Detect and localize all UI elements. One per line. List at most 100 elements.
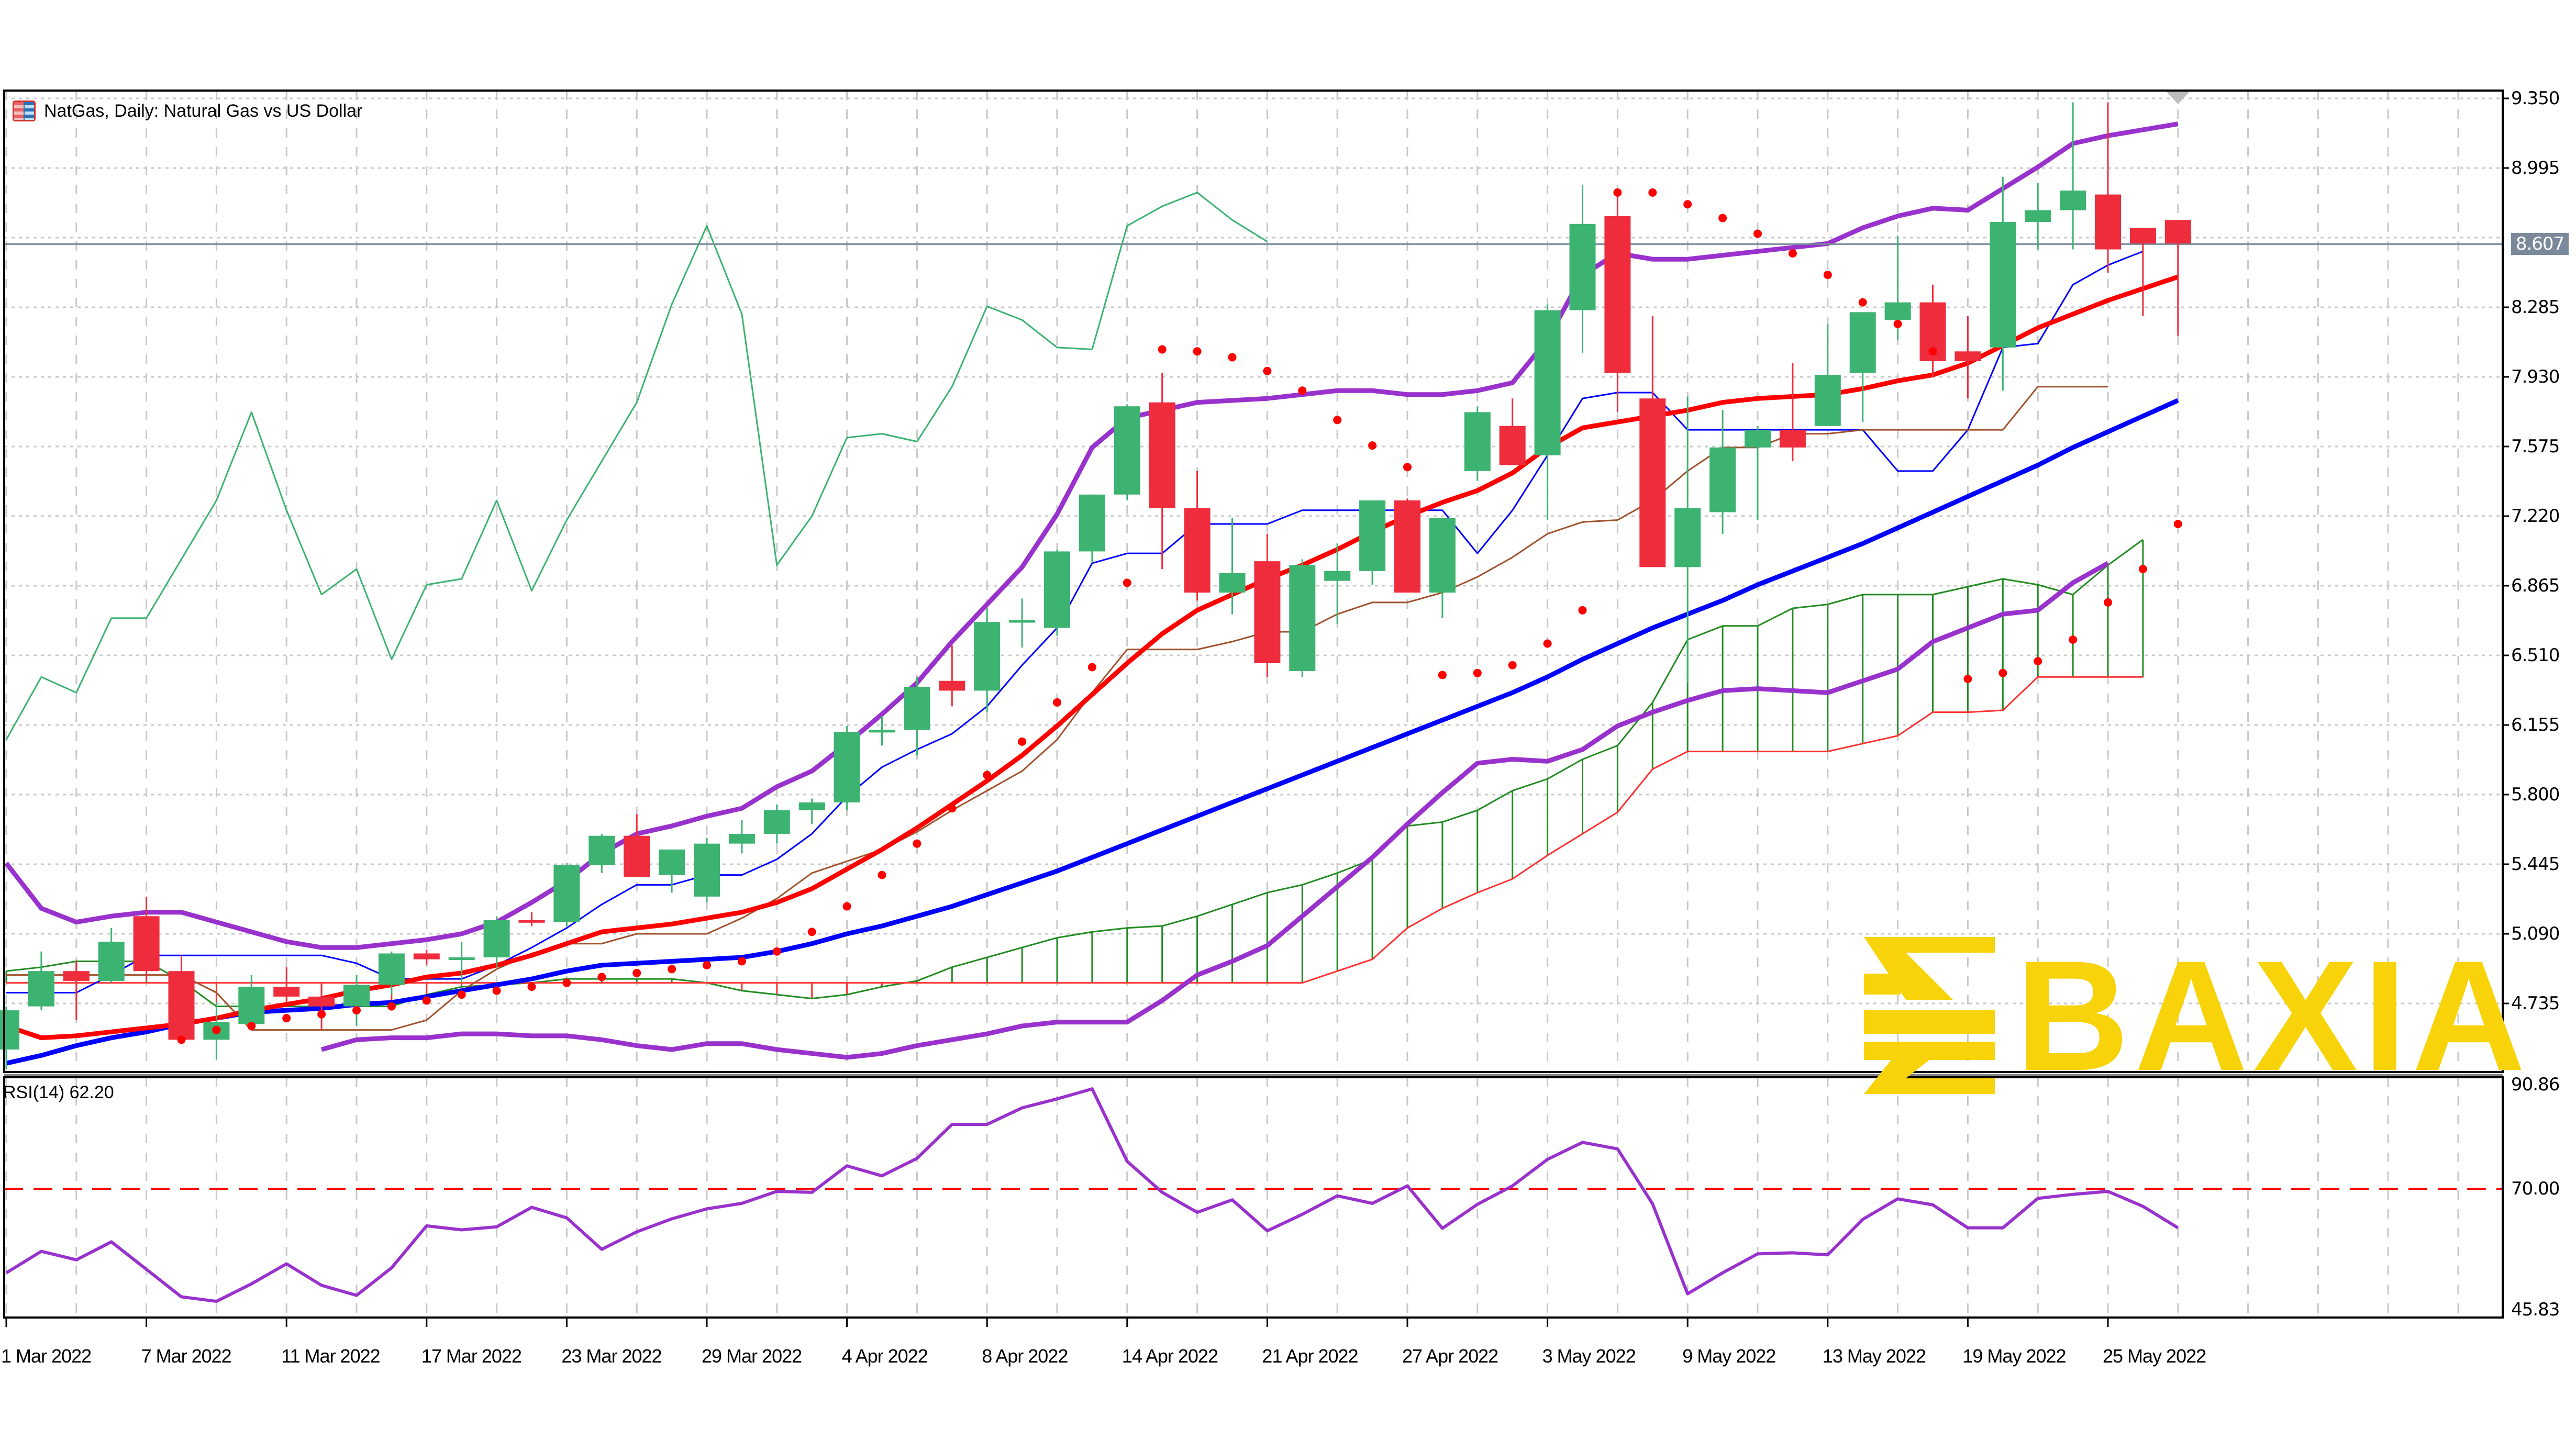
candle[interactable] [869, 716, 895, 746]
candle[interactable] [728, 820, 755, 854]
candle[interactable] [1464, 406, 1491, 481]
price-tick-label: 6.865 [2511, 575, 2560, 596]
candle[interactable] [763, 804, 790, 844]
price-tick-label: 7.220 [2511, 506, 2560, 527]
candle[interactable] [1114, 404, 1140, 501]
candle[interactable] [308, 985, 335, 1030]
candle[interactable] [1814, 323, 1841, 426]
candlesticks[interactable] [0, 102, 2191, 1069]
date-tick-label: 9 May 2022 [1682, 1345, 1776, 1367]
candle[interactable] [378, 951, 405, 995]
symbol-table-icon [13, 101, 36, 121]
date-tick-label: 23 Mar 2022 [561, 1345, 662, 1367]
candle[interactable] [1394, 498, 1420, 593]
candle[interactable] [273, 967, 300, 1001]
candle[interactable] [1604, 191, 1631, 412]
candle[interactable] [1254, 533, 1281, 677]
price-tick-label: 6.155 [2511, 715, 2560, 735]
rsi-indicator-label: RSI(14) 62.20 [3, 1082, 114, 1102]
candle[interactable] [168, 955, 195, 1040]
candle[interactable] [343, 975, 370, 1026]
chart-legend: NatGas, Daily: Natural Gas vs US Dollar [13, 101, 362, 121]
date-tick-label: 29 Mar 2022 [702, 1345, 802, 1367]
candle[interactable] [589, 833, 615, 873]
candle[interactable] [553, 863, 580, 927]
candle[interactable] [1359, 500, 1386, 585]
candle[interactable] [939, 645, 965, 707]
candle[interactable] [1324, 543, 1351, 624]
candle[interactable] [413, 949, 440, 965]
baxia-watermark: BAXIA [1864, 937, 2530, 1094]
baxia-logo-icon [1864, 937, 1995, 1094]
candle[interactable] [974, 608, 1001, 712]
candle[interactable] [2095, 102, 2121, 273]
candle[interactable] [1149, 373, 1175, 570]
candle[interactable] [1184, 471, 1211, 601]
candle[interactable] [1779, 363, 1806, 462]
candle[interactable] [1499, 398, 1526, 465]
candle[interactable] [1745, 426, 1771, 520]
date-tick-label: 13 May 2022 [1822, 1345, 1926, 1367]
candle[interactable] [2025, 183, 2051, 250]
candle[interactable] [28, 951, 54, 1011]
candle[interactable] [2060, 102, 2086, 250]
candle[interactable] [483, 916, 510, 967]
price-tick-label: 7.930 [2511, 366, 2560, 387]
candle[interactable] [1289, 559, 1316, 677]
candle[interactable] [448, 941, 475, 983]
indicator-lines [4, 121, 2503, 1066]
candle[interactable] [1674, 396, 1701, 683]
candle[interactable] [1990, 176, 2016, 391]
chart-frame [3, 90, 2509, 1327]
price-tick-label: 6.510 [2511, 645, 2560, 666]
rsi-tick-label: 70.00 [2511, 1178, 2560, 1200]
price-tick-label: 5.090 [2511, 923, 2560, 944]
date-tick-label: 17 Mar 2022 [421, 1345, 522, 1367]
candle[interactable] [694, 838, 720, 903]
candle[interactable] [624, 814, 650, 877]
date-tick-label: 3 May 2022 [1542, 1345, 1636, 1367]
candle[interactable] [1569, 184, 1596, 354]
date-tick-label: 14 Apr 2022 [1122, 1345, 1218, 1367]
candle[interactable] [133, 896, 160, 981]
candle[interactable] [1639, 316, 1666, 567]
candle[interactable] [834, 726, 860, 810]
candle[interactable] [1919, 284, 1946, 377]
price-tick-label: 8.285 [2511, 297, 2560, 318]
candle[interactable] [2129, 228, 2156, 316]
candle[interactable] [238, 975, 265, 1030]
date-tick-label: 11 Mar 2022 [281, 1345, 380, 1367]
candle[interactable] [1955, 316, 1981, 399]
baxia-brand-text: BAXIA [2016, 928, 2531, 1103]
ichimoku-cloud [5, 539, 2144, 1008]
candle[interactable] [1429, 518, 1456, 618]
candle[interactable] [518, 912, 545, 927]
date-tick-label: 7 Mar 2022 [141, 1345, 232, 1367]
candle[interactable] [798, 798, 825, 824]
candle[interactable] [1009, 598, 1036, 648]
candle[interactable] [1079, 494, 1105, 563]
candle[interactable] [1044, 549, 1070, 636]
price-tick-label: 7.575 [2511, 436, 2560, 457]
candle[interactable] [904, 677, 930, 756]
date-tick-label: 21 Apr 2022 [1262, 1345, 1358, 1367]
candle[interactable] [659, 849, 685, 893]
current-price-tag: 8.607 [2511, 233, 2569, 255]
candle[interactable] [2164, 220, 2191, 336]
candle[interactable] [63, 961, 90, 1020]
rsi-tick-label: 90.86 [2511, 1074, 2560, 1095]
candle[interactable] [98, 928, 125, 983]
price-tick-label: 9.350 [2511, 88, 2560, 109]
symbol-title: NatGas, Daily: Natural Gas vs US Dollar [44, 101, 363, 121]
date-tick-label: 4 Apr 2022 [841, 1345, 928, 1367]
candle[interactable] [1534, 304, 1561, 520]
candle[interactable] [1219, 518, 1246, 615]
parabolic-sar-dots [177, 188, 2182, 1044]
date-tick-label: 27 Apr 2022 [1402, 1345, 1498, 1367]
rsi-tick-label: 45.83 [2511, 1299, 2560, 1320]
date-tick-label: 19 May 2022 [1962, 1345, 2066, 1367]
candle[interactable] [1709, 410, 1736, 534]
price-tick-label: 5.800 [2511, 784, 2560, 805]
candle[interactable] [1849, 312, 1876, 422]
